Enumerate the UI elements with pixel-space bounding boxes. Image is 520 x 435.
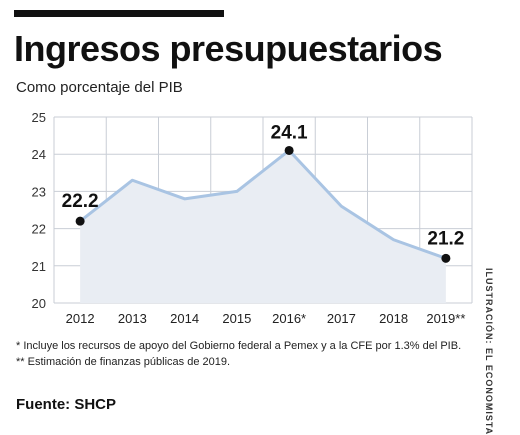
data-series: [75, 145, 451, 303]
x-tick-label: 2017: [327, 311, 356, 326]
illustration-credit: ILUSTRACIÓN: EL ECONOMISTA: [484, 268, 494, 435]
y-tick-label: 25: [32, 110, 46, 125]
x-tick-label: 2012: [66, 311, 95, 326]
area-fill: [80, 150, 446, 303]
y-tick-label: 23: [32, 184, 46, 199]
data-label: 24.1: [271, 122, 308, 143]
footnotes: * Incluye los recursos de apoyo del Gobi…: [16, 338, 486, 370]
x-tick-label: 2014: [170, 311, 199, 326]
y-tick-label: 22: [32, 222, 46, 237]
chart-title: Ingresos presupuestarios: [14, 28, 443, 69]
top-rule: [14, 10, 224, 17]
x-tick-label: 2015: [222, 311, 251, 326]
data-label: 21.2: [427, 228, 464, 249]
data-point: [75, 216, 85, 226]
y-tick-label: 21: [32, 259, 46, 274]
source: Fuente: SHCP: [16, 396, 117, 413]
footnote-1: * Incluye los recursos de apoyo del Gobi…: [16, 340, 462, 352]
x-axis-ticks: 2012 2013 2014 2015 2016* 2017 2018 2019**: [66, 311, 466, 326]
y-tick-label: 20: [32, 296, 46, 311]
data-point: [441, 253, 451, 263]
x-tick-label: 2018: [379, 311, 408, 326]
footnote-2: ** Estimación de finanzas públicas de 20…: [16, 356, 231, 368]
data-label: 22.2: [62, 191, 99, 212]
series-line: [79, 148, 447, 260]
x-tick-label: 2013: [118, 311, 147, 326]
x-tick-label: 2019**: [426, 311, 465, 326]
y-axis-ticks: 20 21 22 23 24 25: [32, 110, 46, 311]
data-point: [284, 145, 294, 155]
x-tick-label: 2016*: [272, 311, 306, 326]
data-labels: 22.2 24.1 21.2: [62, 122, 465, 249]
chart-subtitle: Como porcentaje del PIB: [16, 79, 183, 96]
y-tick-label: 24: [32, 147, 46, 162]
